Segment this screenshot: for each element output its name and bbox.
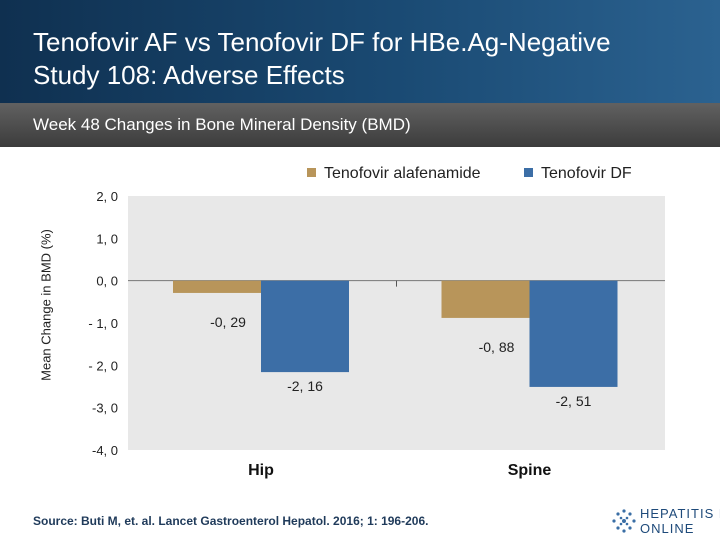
subtitle-bar: Week 48 Changes in Bone Mineral Density … bbox=[0, 103, 720, 147]
y-tick-label: - 2, 0 bbox=[88, 358, 118, 373]
legend-swatch-tdf bbox=[524, 168, 533, 178]
hepatitis-b-online-logo: HEPATITIS B ONLINE bbox=[612, 505, 720, 537]
legend-item-taf: Tenofovir alafenamide bbox=[307, 165, 481, 183]
data-label: -2, 16 bbox=[287, 378, 323, 394]
source-citation: Source: Buti M, et. al. Lancet Gastroent… bbox=[33, 514, 429, 528]
logo-line-1: HEPATITIS B bbox=[640, 506, 720, 521]
y-tick-label: 0, 0 bbox=[96, 274, 118, 289]
x-category-label: Spine bbox=[508, 462, 552, 479]
y-tick-label: - 1, 0 bbox=[88, 316, 118, 331]
slide-title-line-1: Tenofovir AF vs Tenofovir DF for HBe.Ag-… bbox=[33, 27, 611, 57]
y-tick-label: -3, 0 bbox=[92, 401, 118, 416]
bar-spine-taf bbox=[441, 280, 530, 318]
data-label: -0, 88 bbox=[479, 339, 515, 355]
data-label: -0, 29 bbox=[210, 314, 246, 330]
title-banner: Tenofovir AF vs Tenofovir DF for HBe.Ag-… bbox=[0, 0, 720, 103]
legend-label-taf: Tenofovir alafenamide bbox=[324, 165, 481, 182]
logo-line-2: ONLINE bbox=[640, 521, 695, 536]
legend-label-tdf: Tenofovir DF bbox=[541, 165, 632, 182]
x-category-label: Hip bbox=[248, 462, 274, 479]
slide-title-line-2: Study 108: Adverse Effects bbox=[33, 60, 345, 90]
data-label: -2, 51 bbox=[556, 393, 592, 409]
legend-item-tdf: Tenofovir DF bbox=[524, 165, 632, 183]
y-tick-label: 1, 0 bbox=[96, 231, 118, 246]
bar-hip-taf bbox=[173, 280, 261, 293]
legend-swatch-taf bbox=[307, 168, 316, 178]
logo-dots-icon bbox=[612, 509, 636, 533]
bar-spine-tdf bbox=[529, 280, 618, 387]
slide-subtitle: Week 48 Changes in Bone Mineral Density … bbox=[33, 115, 411, 134]
y-tick-label: 2, 0 bbox=[96, 189, 118, 204]
y-tick-label: -4, 0 bbox=[92, 443, 118, 458]
bar-hip-tdf bbox=[261, 280, 349, 373]
